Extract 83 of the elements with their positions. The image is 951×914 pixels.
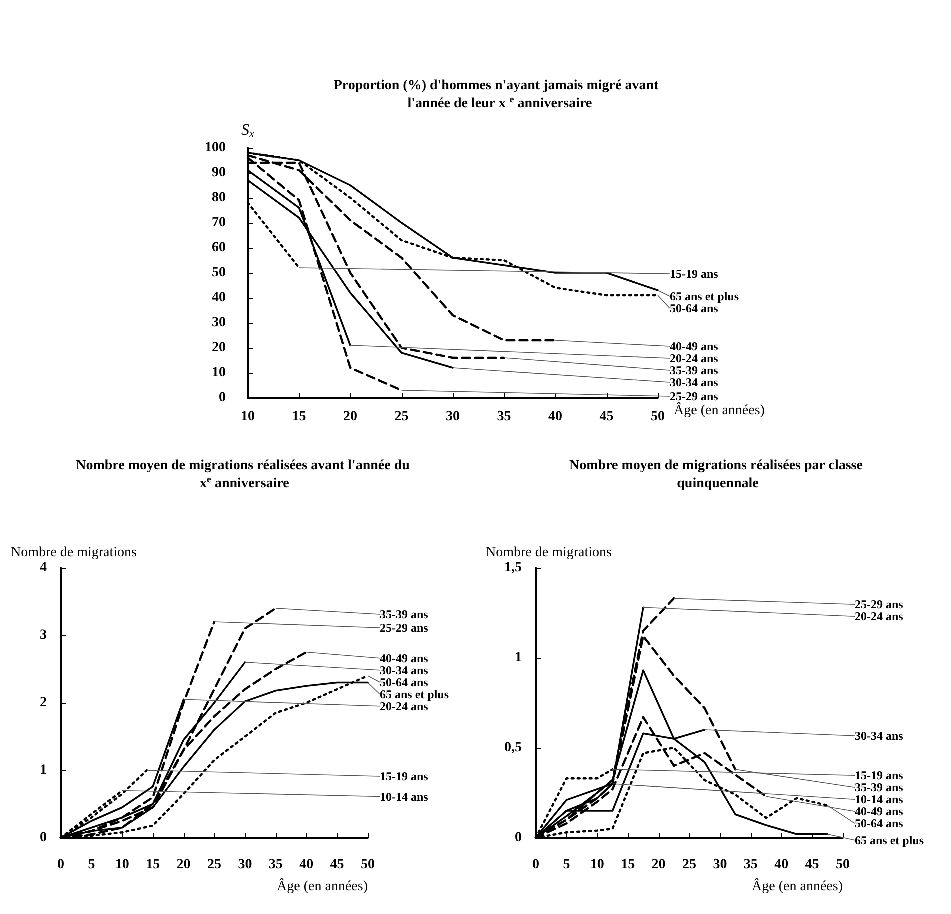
text: 25-29 ans bbox=[380, 621, 429, 635]
x-tick-label: 35 bbox=[497, 410, 512, 424]
x-tick-label: 45 bbox=[600, 410, 614, 424]
text: 15-19 ans bbox=[670, 267, 719, 281]
series-label: 50-64 ans bbox=[670, 302, 719, 316]
x-tick-label: 20 bbox=[344, 410, 358, 424]
x-tick-label: 30 bbox=[238, 858, 252, 872]
y-tick-label: 3 bbox=[40, 628, 47, 643]
y-tick-label: 1,5 bbox=[504, 560, 522, 576]
x-tick-label: 30 bbox=[713, 858, 728, 872]
x-tick-label: 25 bbox=[394, 410, 409, 424]
text: 35-39 ans bbox=[670, 364, 719, 378]
y-tick-label: 2 bbox=[40, 696, 47, 710]
x-tick-label: 20 bbox=[652, 858, 666, 872]
text: 35-39 ans bbox=[380, 608, 429, 622]
text: 65 ans et plus bbox=[855, 833, 924, 848]
y-tick-label: 10 bbox=[212, 366, 226, 380]
x-tick-label: 0 bbox=[532, 858, 540, 872]
x-tick-label: 45 bbox=[330, 858, 344, 872]
y-tick-label: 0 bbox=[515, 830, 522, 846]
x-tick-label: 15 bbox=[621, 858, 636, 872]
series-label: 50-64 ans bbox=[380, 675, 429, 690]
text: 10-14 ans bbox=[855, 792, 904, 807]
y-tick-label: 0,5 bbox=[504, 740, 522, 756]
text: 30-34 ans bbox=[670, 376, 719, 390]
x-tick-label: 50 bbox=[361, 858, 375, 872]
text: 15-19 ans bbox=[855, 768, 904, 783]
y-tick-label: 90 bbox=[212, 166, 226, 180]
text: 30-34 ans bbox=[855, 729, 904, 743]
x-tick-label: 35 bbox=[744, 858, 758, 872]
text: 25-29 ans bbox=[670, 390, 719, 404]
x-tick-label: 40 bbox=[300, 858, 314, 872]
text: 50-64 ans bbox=[855, 816, 904, 831]
y-tick-label: 0 bbox=[40, 830, 47, 846]
y-tick-label: 1 bbox=[40, 763, 47, 778]
y-tick-label: 1 bbox=[515, 650, 522, 666]
x-axis-title: Âge (en années) bbox=[752, 878, 844, 894]
y-axis-title: Nombre de migrations bbox=[11, 546, 137, 560]
y-tick-label: 100 bbox=[205, 140, 226, 156]
text: 40-49 ans bbox=[855, 804, 904, 819]
series-label: 65 ans et plus bbox=[670, 290, 740, 304]
y-axis-title: Nombre de migrations bbox=[486, 546, 612, 560]
x-axis-title: Âge (en années) bbox=[277, 878, 368, 894]
x-tick-label: 40 bbox=[548, 410, 562, 424]
x-tick-label: 45 bbox=[805, 858, 820, 872]
y-tick-label: 0 bbox=[219, 390, 226, 406]
y-tick-label: 20 bbox=[212, 340, 226, 356]
x-tick-label: 5 bbox=[563, 858, 570, 872]
y-tick-label: 70 bbox=[212, 216, 226, 230]
text: 40-49 ans bbox=[670, 340, 719, 354]
text: 20-24 ans bbox=[670, 352, 719, 366]
chart-title: Nombre moyen de migrations réalisées par classe quinquennale bbox=[570, 458, 866, 492]
x-tick-label: 25 bbox=[682, 858, 696, 872]
y-tick-label: 30 bbox=[212, 316, 226, 330]
x-tick-label: 20 bbox=[176, 858, 191, 872]
x-tick-label: 35 bbox=[268, 858, 283, 872]
x-tick-label: 10 bbox=[115, 858, 130, 872]
text: 15-19 ans bbox=[380, 770, 429, 784]
text: 40-49 ans bbox=[380, 651, 429, 666]
y-tick-label: 60 bbox=[212, 240, 226, 256]
y-tick-label: 40 bbox=[212, 290, 226, 306]
x-tick-label: 15 bbox=[292, 410, 306, 424]
series-label: 65 ans et plus bbox=[380, 687, 450, 702]
x-tick-label: 15 bbox=[146, 858, 160, 872]
y-tick-label: 80 bbox=[212, 190, 226, 206]
x-axis-title: Âge (en années) bbox=[674, 402, 766, 418]
text: 20-24 ans bbox=[855, 610, 904, 624]
text: 20-24 ans bbox=[380, 699, 429, 714]
x-tick-label: 10 bbox=[241, 410, 255, 424]
text: 10-14 ans bbox=[380, 790, 429, 804]
x-tick-label: 40 bbox=[774, 858, 789, 872]
x-tick-label: 50 bbox=[651, 410, 665, 424]
text: 25-29 ans bbox=[855, 598, 904, 612]
text: 30-34 ans bbox=[380, 663, 429, 678]
x-tick-label: 5 bbox=[88, 858, 96, 872]
y-tick-label: 50 bbox=[212, 266, 226, 280]
x-tick-label: 50 bbox=[836, 858, 850, 872]
y-tick-label: 4 bbox=[40, 560, 47, 576]
text: 35-39 ans bbox=[855, 780, 904, 795]
x-tick-label: 25 bbox=[208, 858, 222, 872]
x-tick-label: 0 bbox=[58, 858, 64, 872]
x-tick-label: 30 bbox=[446, 410, 460, 424]
x-tick-label: 10 bbox=[590, 858, 604, 872]
